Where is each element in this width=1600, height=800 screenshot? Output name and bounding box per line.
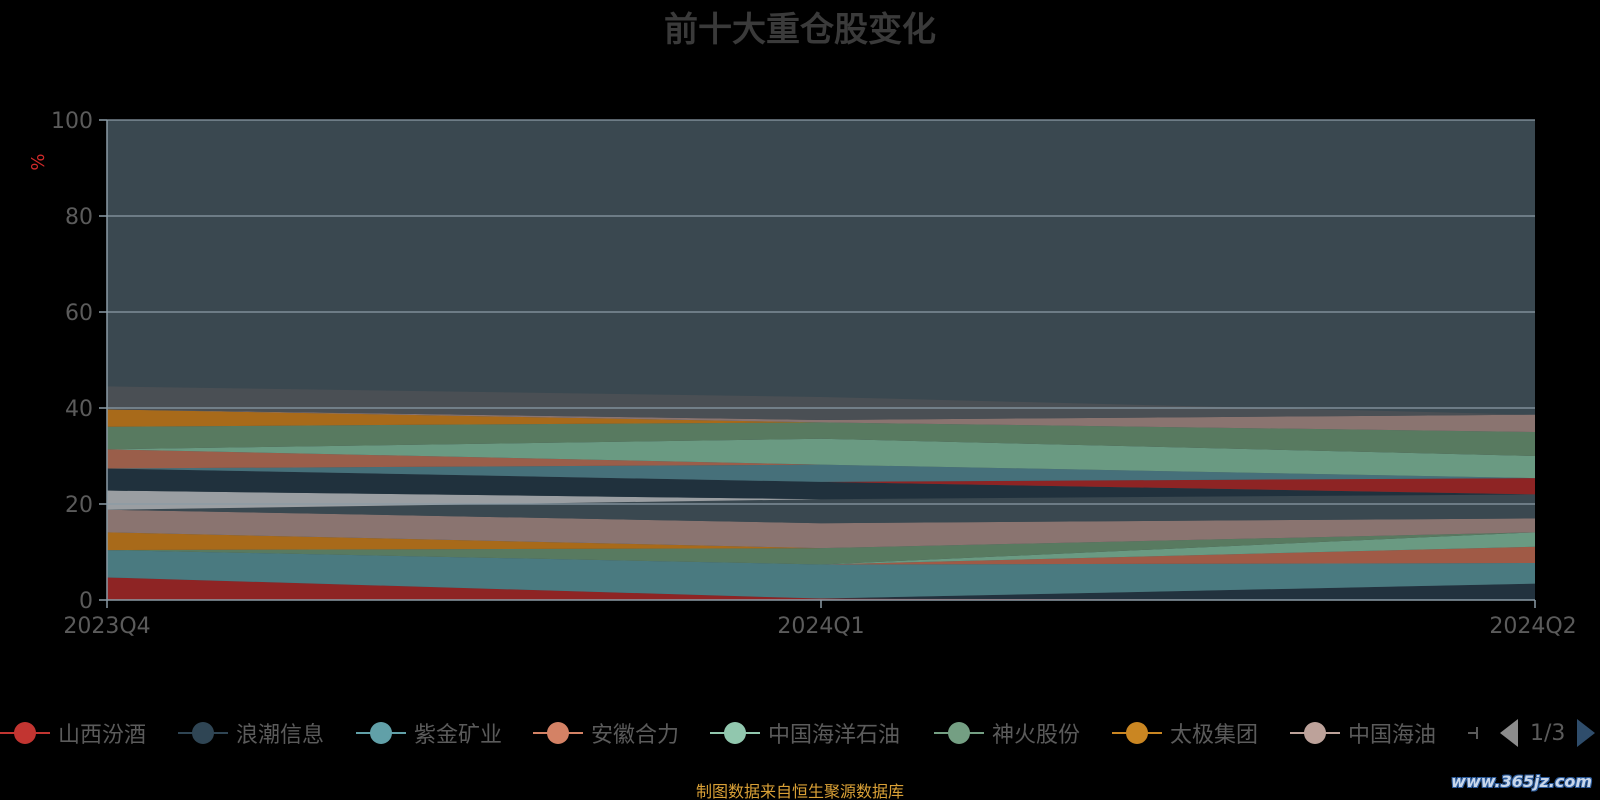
legend-prev-page-icon[interactable] <box>1500 719 1518 747</box>
legend-marker-icon <box>1290 716 1340 750</box>
area-series-15[interactable] <box>107 449 1535 479</box>
legend-item-8[interactable]: 中国海油 <box>1290 716 1436 750</box>
legend-overflow-marker <box>1468 723 1478 743</box>
y-tick-label-100: 100 <box>51 109 93 134</box>
x-tick-label-2023Q4: 2023Q4 <box>63 614 150 639</box>
area-series-14[interactable] <box>107 464 1535 482</box>
area-series-19[interactable] <box>107 409 1535 432</box>
legend-label: 中国海洋石油 <box>768 723 901 748</box>
area-series-8[interactable] <box>107 509 1535 549</box>
legend-marker-icon <box>710 716 760 750</box>
legend-label: 太极集团 <box>1170 723 1259 748</box>
legend-marker-icon <box>533 716 583 750</box>
legend-item-1[interactable]: 山西汾酒 <box>0 716 146 750</box>
legend-marker-icon <box>934 716 984 750</box>
chart-title: 前十大重仓股变化 <box>664 10 936 50</box>
legend-item-7[interactable]: 太极集团 <box>1112 716 1258 750</box>
y-tick-label-60: 60 <box>65 301 93 326</box>
legend-item-6[interactable]: 神火股份 <box>934 716 1080 750</box>
y-tick-label-80: 80 <box>65 205 93 230</box>
legend-label: 神火股份 <box>992 723 1081 748</box>
area-series-7[interactable] <box>107 532 1535 551</box>
x-tick-label-2024Q1: 2024Q1 <box>777 614 864 639</box>
legend-marker-icon <box>178 716 228 750</box>
legend-marker-icon <box>1112 716 1162 750</box>
legend-item-3[interactable]: 紫金矿业 <box>356 716 502 750</box>
legend-pager: 1/3 <box>1500 716 1596 750</box>
legend-label: 安徽合力 <box>591 723 680 748</box>
legend-item-5[interactable]: 中国海洋石油 <box>710 716 900 750</box>
area-series-16[interactable] <box>107 438 1535 479</box>
area-series-11[interactable] <box>107 468 1535 500</box>
area-series-9[interactable] <box>107 494 1535 524</box>
legend-label: 紫金矿业 <box>414 723 503 748</box>
legend-label: 山西汾酒 <box>58 723 147 748</box>
y-tick-label-0: 0 <box>79 589 93 614</box>
legend-item-4[interactable]: 安徽合力 <box>533 716 679 750</box>
area-series-17[interactable] <box>107 422 1535 456</box>
legend-marker-icon <box>0 716 50 750</box>
area-series-18[interactable] <box>107 409 1535 432</box>
legend-next-page-icon[interactable] <box>1577 719 1596 747</box>
area-series-3[interactable] <box>107 550 1535 599</box>
y-tick-label-20: 20 <box>65 493 93 518</box>
area-series-12[interactable] <box>107 468 1535 495</box>
legend-item-2[interactable]: 浪潮信息 <box>178 716 324 750</box>
area-series-5[interactable] <box>107 532 1535 565</box>
area-series-20[interactable] <box>107 386 1535 420</box>
legend-label: 浪潮信息 <box>236 723 325 748</box>
legend-label: 中国海油 <box>1348 723 1437 748</box>
area-series-10[interactable] <box>107 490 1535 510</box>
area-series-2[interactable] <box>107 577 1535 600</box>
x-tick-label-2024Q2: 2024Q2 <box>1489 614 1576 639</box>
area-series-1[interactable] <box>107 577 1535 600</box>
legend-page-indicator: 1/3 <box>1530 720 1566 746</box>
area-series-6[interactable] <box>107 532 1535 565</box>
area-series-4[interactable] <box>107 546 1535 565</box>
legend: 山西汾酒 浪潮信息 紫金矿业 安徽合力 中国海洋石油 神火股份 太极集团 中国海油 <box>0 716 1600 750</box>
y-axis-label: % <box>28 153 49 170</box>
data-source-note: 制图数据来自恒生聚源数据库 <box>695 782 904 800</box>
y-tick-label-40: 40 <box>65 397 93 422</box>
legend-marker-icon <box>356 716 406 750</box>
watermark: www.365jz.com <box>1451 772 1592 791</box>
